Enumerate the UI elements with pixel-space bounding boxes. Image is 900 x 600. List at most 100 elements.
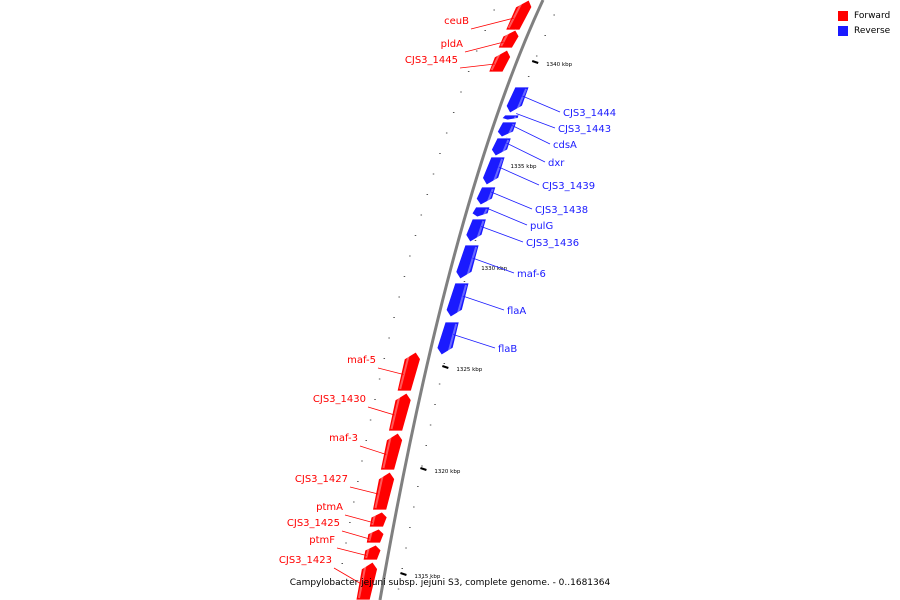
- gene-label: CJS3_1444: [563, 108, 616, 119]
- gene-highlight: [390, 394, 401, 430]
- gene-arrow-pulg[interactable]: [471, 206, 491, 218]
- gene-arrow-dxr[interactable]: [490, 137, 512, 157]
- gene-label: CJS3_1427: [295, 474, 348, 485]
- gene-label: CJS3_1425: [287, 518, 340, 529]
- gene-highlight: [382, 434, 393, 469]
- leader-line: [472, 257, 515, 274]
- gene-arrow-flaa[interactable]: [445, 282, 470, 318]
- gene-label: CJS3_1445: [405, 55, 458, 66]
- leader-line: [453, 334, 496, 349]
- tick-label: 1335 kbp: [511, 164, 537, 170]
- gene-highlight: [371, 513, 377, 526]
- gene-label: ceuB: [444, 16, 469, 27]
- gene-highlight: [456, 284, 467, 316]
- gene-arrow-cjs3-1423[interactable]: [355, 561, 378, 600]
- leader-line: [464, 41, 504, 53]
- gene-arrow-cjs3-1445[interactable]: [488, 49, 512, 73]
- gene-label: pulG: [530, 221, 553, 232]
- gene-arrow-flab[interactable]: [436, 321, 460, 356]
- gene-arrow-cdsa[interactable]: [496, 121, 518, 138]
- major-tick: [400, 572, 407, 576]
- gene-label: cdsA: [553, 140, 577, 151]
- gene-highlight: [501, 139, 510, 155]
- genome-backbone: [378, 0, 545, 600]
- gene-label: maf-3: [329, 433, 358, 444]
- gene-label: CJS3_1423: [279, 555, 332, 566]
- tick-label: 1320 kbp: [434, 469, 460, 475]
- gene-arrow-cjs3-1425[interactable]: [365, 528, 385, 544]
- gene-arrow-ptma[interactable]: [368, 511, 388, 528]
- gene-label: pldA: [441, 39, 463, 50]
- leader-line: [498, 166, 540, 186]
- gene-label: CJS3_1430: [313, 394, 366, 405]
- major-tick: [442, 365, 449, 369]
- gene-arrow-maf-6[interactable]: [455, 244, 480, 280]
- leader-line: [336, 547, 367, 556]
- leader-line: [506, 142, 546, 163]
- gene-arrow-ceub[interactable]: [505, 0, 533, 31]
- gene-highlight: [399, 353, 411, 390]
- leader-line: [462, 295, 505, 311]
- gene-arrow-cjs3-1444[interactable]: [505, 86, 530, 114]
- legend-reverse: Reverse: [838, 23, 898, 38]
- reverse-swatch: [838, 25, 848, 36]
- gene-highlight: [447, 323, 458, 354]
- gene-highlight: [513, 116, 517, 119]
- forward-swatch: [838, 10, 848, 21]
- gene-arrow-ptmf[interactable]: [362, 544, 382, 561]
- gene-highlight: [483, 208, 488, 216]
- leader-line: [377, 367, 404, 375]
- gene-label: CJS3_1443: [558, 124, 611, 135]
- leader-line: [344, 514, 373, 523]
- gene-arrow-cjs3-1436[interactable]: [465, 218, 487, 243]
- leader-line: [511, 125, 551, 145]
- gene-highlight: [486, 188, 494, 204]
- leader-line: [522, 95, 561, 113]
- tick-marks: 1340 kbp 1335 kbp 1330 kbp 1325 kbp 1320 kbp…: [337, 9, 573, 590]
- leader-line: [359, 445, 387, 455]
- gene-arrow-plda[interactable]: [497, 29, 520, 49]
- gene-arrow-cjs3-1439[interactable]: [482, 156, 506, 186]
- leader-line: [333, 567, 362, 585]
- gene-label: ptmF: [309, 535, 335, 546]
- gene-highlight: [368, 530, 373, 542]
- gene-label: CJS3_1436: [526, 238, 579, 249]
- gene-arrow-cjs3-1427[interactable]: [372, 471, 396, 511]
- gene-highlight: [358, 563, 367, 599]
- gene-label: CJS3_1439: [542, 181, 595, 192]
- gene-label: maf-5: [347, 355, 376, 366]
- tick-label: 1340 kbp: [546, 62, 572, 68]
- leader-line: [490, 191, 533, 210]
- gene-highlight: [492, 158, 504, 184]
- legend: Forward Reverse: [838, 8, 898, 38]
- leader-line: [349, 486, 379, 495]
- legend-forward: Forward: [838, 8, 898, 23]
- map-caption: Campylobacter jejuni subsp. jejuni S3, c…: [289, 578, 611, 588]
- leader-line: [470, 17, 515, 30]
- gene-highlight: [507, 1, 523, 29]
- gene-labels: ceuB pldA CJS3_1445 CJS3_1444 CJS3_1443 cdsA d…: [279, 16, 616, 585]
- major-tick: [420, 467, 427, 471]
- gene-arrow-maf-5[interactable]: [396, 351, 421, 392]
- gene-arrow-cjs3-1443[interactable]: [501, 114, 520, 121]
- gene-highlight: [365, 546, 370, 559]
- legend-reverse-label: Reverse: [854, 25, 891, 36]
- gene-label: CJS3_1438: [535, 205, 588, 216]
- gene-highlight: [500, 31, 510, 47]
- leader-line: [486, 207, 528, 226]
- gene-highlight: [374, 473, 384, 509]
- gene-label: dxr: [548, 158, 565, 169]
- leader-line: [341, 530, 370, 540]
- leader-line: [459, 63, 496, 69]
- gene-arrow-cjs3-1430[interactable]: [387, 392, 412, 432]
- tick-label: 1330 kbp: [481, 266, 507, 272]
- tick-label: 1315 kbp: [414, 574, 440, 580]
- leader-line: [480, 226, 524, 243]
- gene-highlight: [466, 246, 478, 278]
- gene-arrow-maf-3[interactable]: [379, 432, 404, 471]
- gene-arrow-cjs3-1438[interactable]: [475, 186, 497, 206]
- gene-label: maf-6: [517, 269, 546, 280]
- gene-features: [355, 0, 533, 600]
- major-tick: [531, 60, 539, 64]
